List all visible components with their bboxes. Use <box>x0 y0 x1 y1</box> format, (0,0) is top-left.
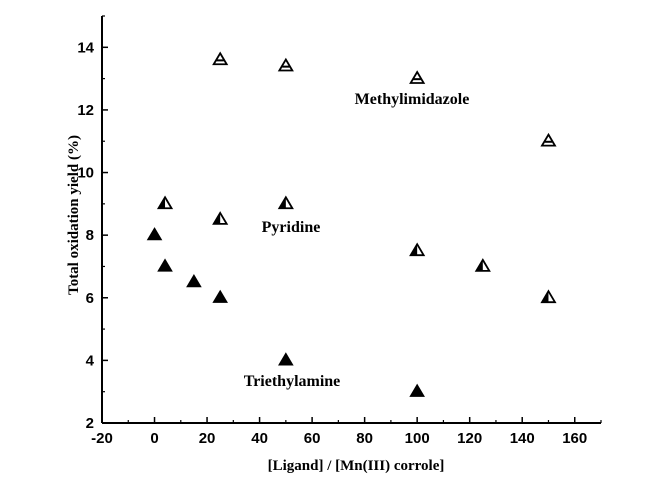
x-tick-label: 80 <box>356 430 373 447</box>
x-tick-label: 160 <box>562 430 587 447</box>
data-point-pyridine <box>474 258 491 272</box>
data-point-triethylamine <box>212 289 228 303</box>
x-tick-label: 40 <box>251 430 268 447</box>
x-axis-label: [Ligand] / [Mn(III) corrole] <box>268 458 445 474</box>
data-point-pyridine <box>212 211 229 225</box>
series-label-pyridine: Pyridine <box>262 219 321 236</box>
series-label-triethylamine: Triethylamine <box>244 373 341 390</box>
data-point-methylimidazole <box>277 57 294 72</box>
x-axis-ticks: -20 0 20 40 60 80 100 120 140 160 <box>91 417 602 447</box>
data-point-pyridine <box>277 195 294 210</box>
data-point-triethylamine <box>409 383 425 397</box>
y-tick-label: 10 <box>77 165 94 182</box>
y-axis-ticks: 2 4 6 8 10 12 14 <box>77 15 108 432</box>
data-point-methylimidazole <box>212 51 229 66</box>
x-tick-label: 60 <box>304 430 321 447</box>
y-tick-label: 14 <box>77 39 94 56</box>
data-point-triethylamine <box>186 274 202 288</box>
data-point-pyridine <box>540 289 557 304</box>
y-tick-label: 12 <box>77 102 94 119</box>
x-tick-label: 140 <box>510 430 535 447</box>
series-label-methylimidazole: Methylimidazole <box>355 91 470 108</box>
y-tick-label: 2 <box>86 415 94 432</box>
x-tick-label: 100 <box>405 430 430 447</box>
axes <box>101 16 601 424</box>
y-tick-label: 6 <box>86 290 94 307</box>
data-point-pyridine <box>409 242 426 257</box>
y-axis-label: Total oxidation yield (%) <box>66 135 82 295</box>
data-points <box>146 51 557 397</box>
data-point-pyridine <box>156 195 174 210</box>
y-tick-label: 4 <box>86 352 95 369</box>
y-tick-label: 8 <box>86 227 94 244</box>
data-point-methylimidazole <box>540 132 557 147</box>
data-point-triethylamine <box>157 258 173 272</box>
data-point-triethylamine <box>278 352 294 366</box>
x-tick-label: 120 <box>457 430 482 447</box>
data-point-methylimidazole <box>409 70 426 84</box>
x-tick-label: -20 <box>91 430 113 447</box>
x-tick-label: 0 <box>150 430 158 447</box>
data-point-triethylamine <box>146 227 163 241</box>
x-tick-label: 20 <box>199 430 216 447</box>
